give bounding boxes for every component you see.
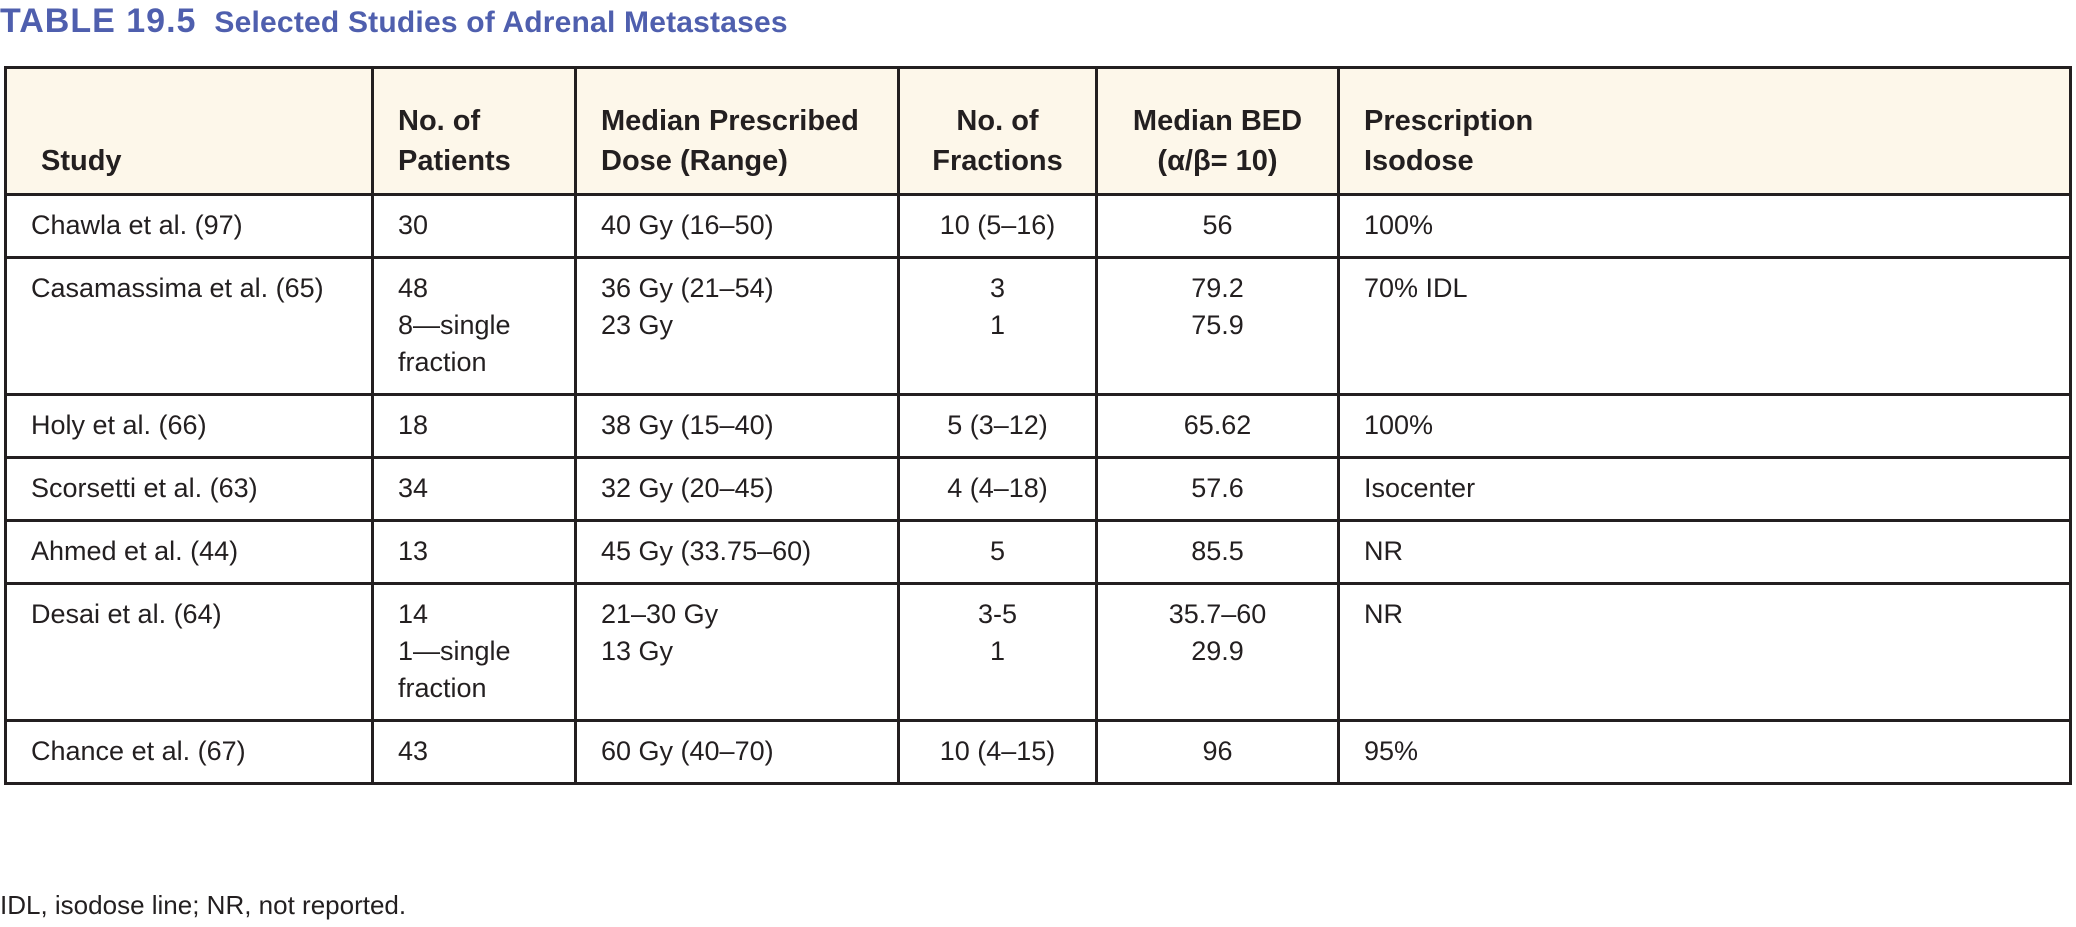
cell-fractions: 3 1: [897, 256, 1098, 396]
table-row: Chance et al. (67) 43 60 Gy (40–70) 10 (4–1…: [4, 719, 2072, 785]
cell-study: Desai et al. (64): [4, 582, 374, 722]
table-title: TABLE 19.5 Selected Studies of Adrenal Me…: [0, 2, 788, 41]
cell-patients: 43: [371, 719, 577, 785]
cell-study: Holy et al. (66): [4, 393, 374, 459]
cell-patients: 14 1—single fraction: [371, 582, 577, 722]
column-header-bed: Median BED (α/β= 10): [1095, 66, 1340, 196]
table-row: Holy et al. (66) 18 38 Gy (15–40) 5 (3–12) 6…: [4, 393, 2072, 459]
cell-isodose: NR: [1337, 582, 2072, 722]
cell-dose: 32 Gy (20–45): [574, 456, 900, 522]
table-number: TABLE 19.5: [0, 2, 197, 40]
cell-isodose: Isocenter: [1337, 456, 2072, 522]
table-row: Chawla et al. (97) 30 40 Gy (16–50) 10 (5–1…: [4, 193, 2072, 259]
cell-bed: 79.2 75.9: [1095, 256, 1340, 396]
cell-study: Casamassima et al. (65): [4, 256, 374, 396]
column-header-study: Study: [4, 66, 374, 196]
studies-table: Study No. of Patients Median Prescribed Do…: [4, 66, 2072, 785]
cell-fractions: 5 (3–12): [897, 393, 1098, 459]
cell-isodose: 100%: [1337, 393, 2072, 459]
cell-bed: 96: [1095, 719, 1340, 785]
table-row: Scorsetti et al. (63) 34 32 Gy (20–45) 4 (4…: [4, 456, 2072, 522]
column-header-isodose: Prescription Isodose: [1337, 66, 2072, 196]
cell-fractions: 5: [897, 519, 1098, 585]
cell-dose: 36 Gy (21–54) 23 Gy: [574, 256, 900, 396]
column-header-patients: No. of Patients: [371, 66, 577, 196]
cell-isodose: 95%: [1337, 719, 2072, 785]
cell-isodose: 70% IDL: [1337, 256, 2072, 396]
cell-study: Chawla et al. (97): [4, 193, 374, 259]
cell-dose: 38 Gy (15–40): [574, 393, 900, 459]
cell-study: Scorsetti et al. (63): [4, 456, 374, 522]
cell-patients: 34: [371, 456, 577, 522]
cell-patients: 13: [371, 519, 577, 585]
cell-fractions: 10 (5–16): [897, 193, 1098, 259]
column-header-dose: Median Prescribed Dose (Range): [574, 66, 900, 196]
cell-isodose: 100%: [1337, 193, 2072, 259]
table-row: Desai et al. (64) 14 1—single fraction 21–…: [4, 582, 2072, 722]
cell-bed: 57.6: [1095, 456, 1340, 522]
table-row: Casamassima et al. (65) 48 8—single fract…: [4, 256, 2072, 396]
table-row: Ahmed et al. (44) 13 45 Gy (33.75–60) 5 85.5…: [4, 519, 2072, 585]
cell-dose: 40 Gy (16–50): [574, 193, 900, 259]
cell-isodose: NR: [1337, 519, 2072, 585]
cell-dose: 60 Gy (40–70): [574, 719, 900, 785]
cell-study: Chance et al. (67): [4, 719, 374, 785]
cell-fractions: 10 (4–15): [897, 719, 1098, 785]
cell-bed: 56: [1095, 193, 1340, 259]
footnote: IDL, isodose line; NR, not reported.: [0, 890, 407, 920]
cell-bed: 85.5: [1095, 519, 1340, 585]
cell-fractions: 4 (4–18): [897, 456, 1098, 522]
column-header-fractions: No. of Fractions: [897, 66, 1098, 196]
cell-patients: 18: [371, 393, 577, 459]
cell-bed: 65.62: [1095, 393, 1340, 459]
header-row: Study No. of Patients Median Prescribed Do…: [4, 66, 2072, 196]
table-caption: Selected Studies of Adrenal Metastases: [214, 6, 788, 39]
cell-dose: 45 Gy (33.75–60): [574, 519, 900, 585]
cell-dose: 21–30 Gy 13 Gy: [574, 582, 900, 722]
cell-study: Ahmed et al. (44): [4, 519, 374, 585]
cell-patients: 48 8—single fraction: [371, 256, 577, 396]
cell-bed: 35.7–60 29.9: [1095, 582, 1340, 722]
cell-fractions: 3-5 1: [897, 582, 1098, 722]
cell-patients: 30: [371, 193, 577, 259]
